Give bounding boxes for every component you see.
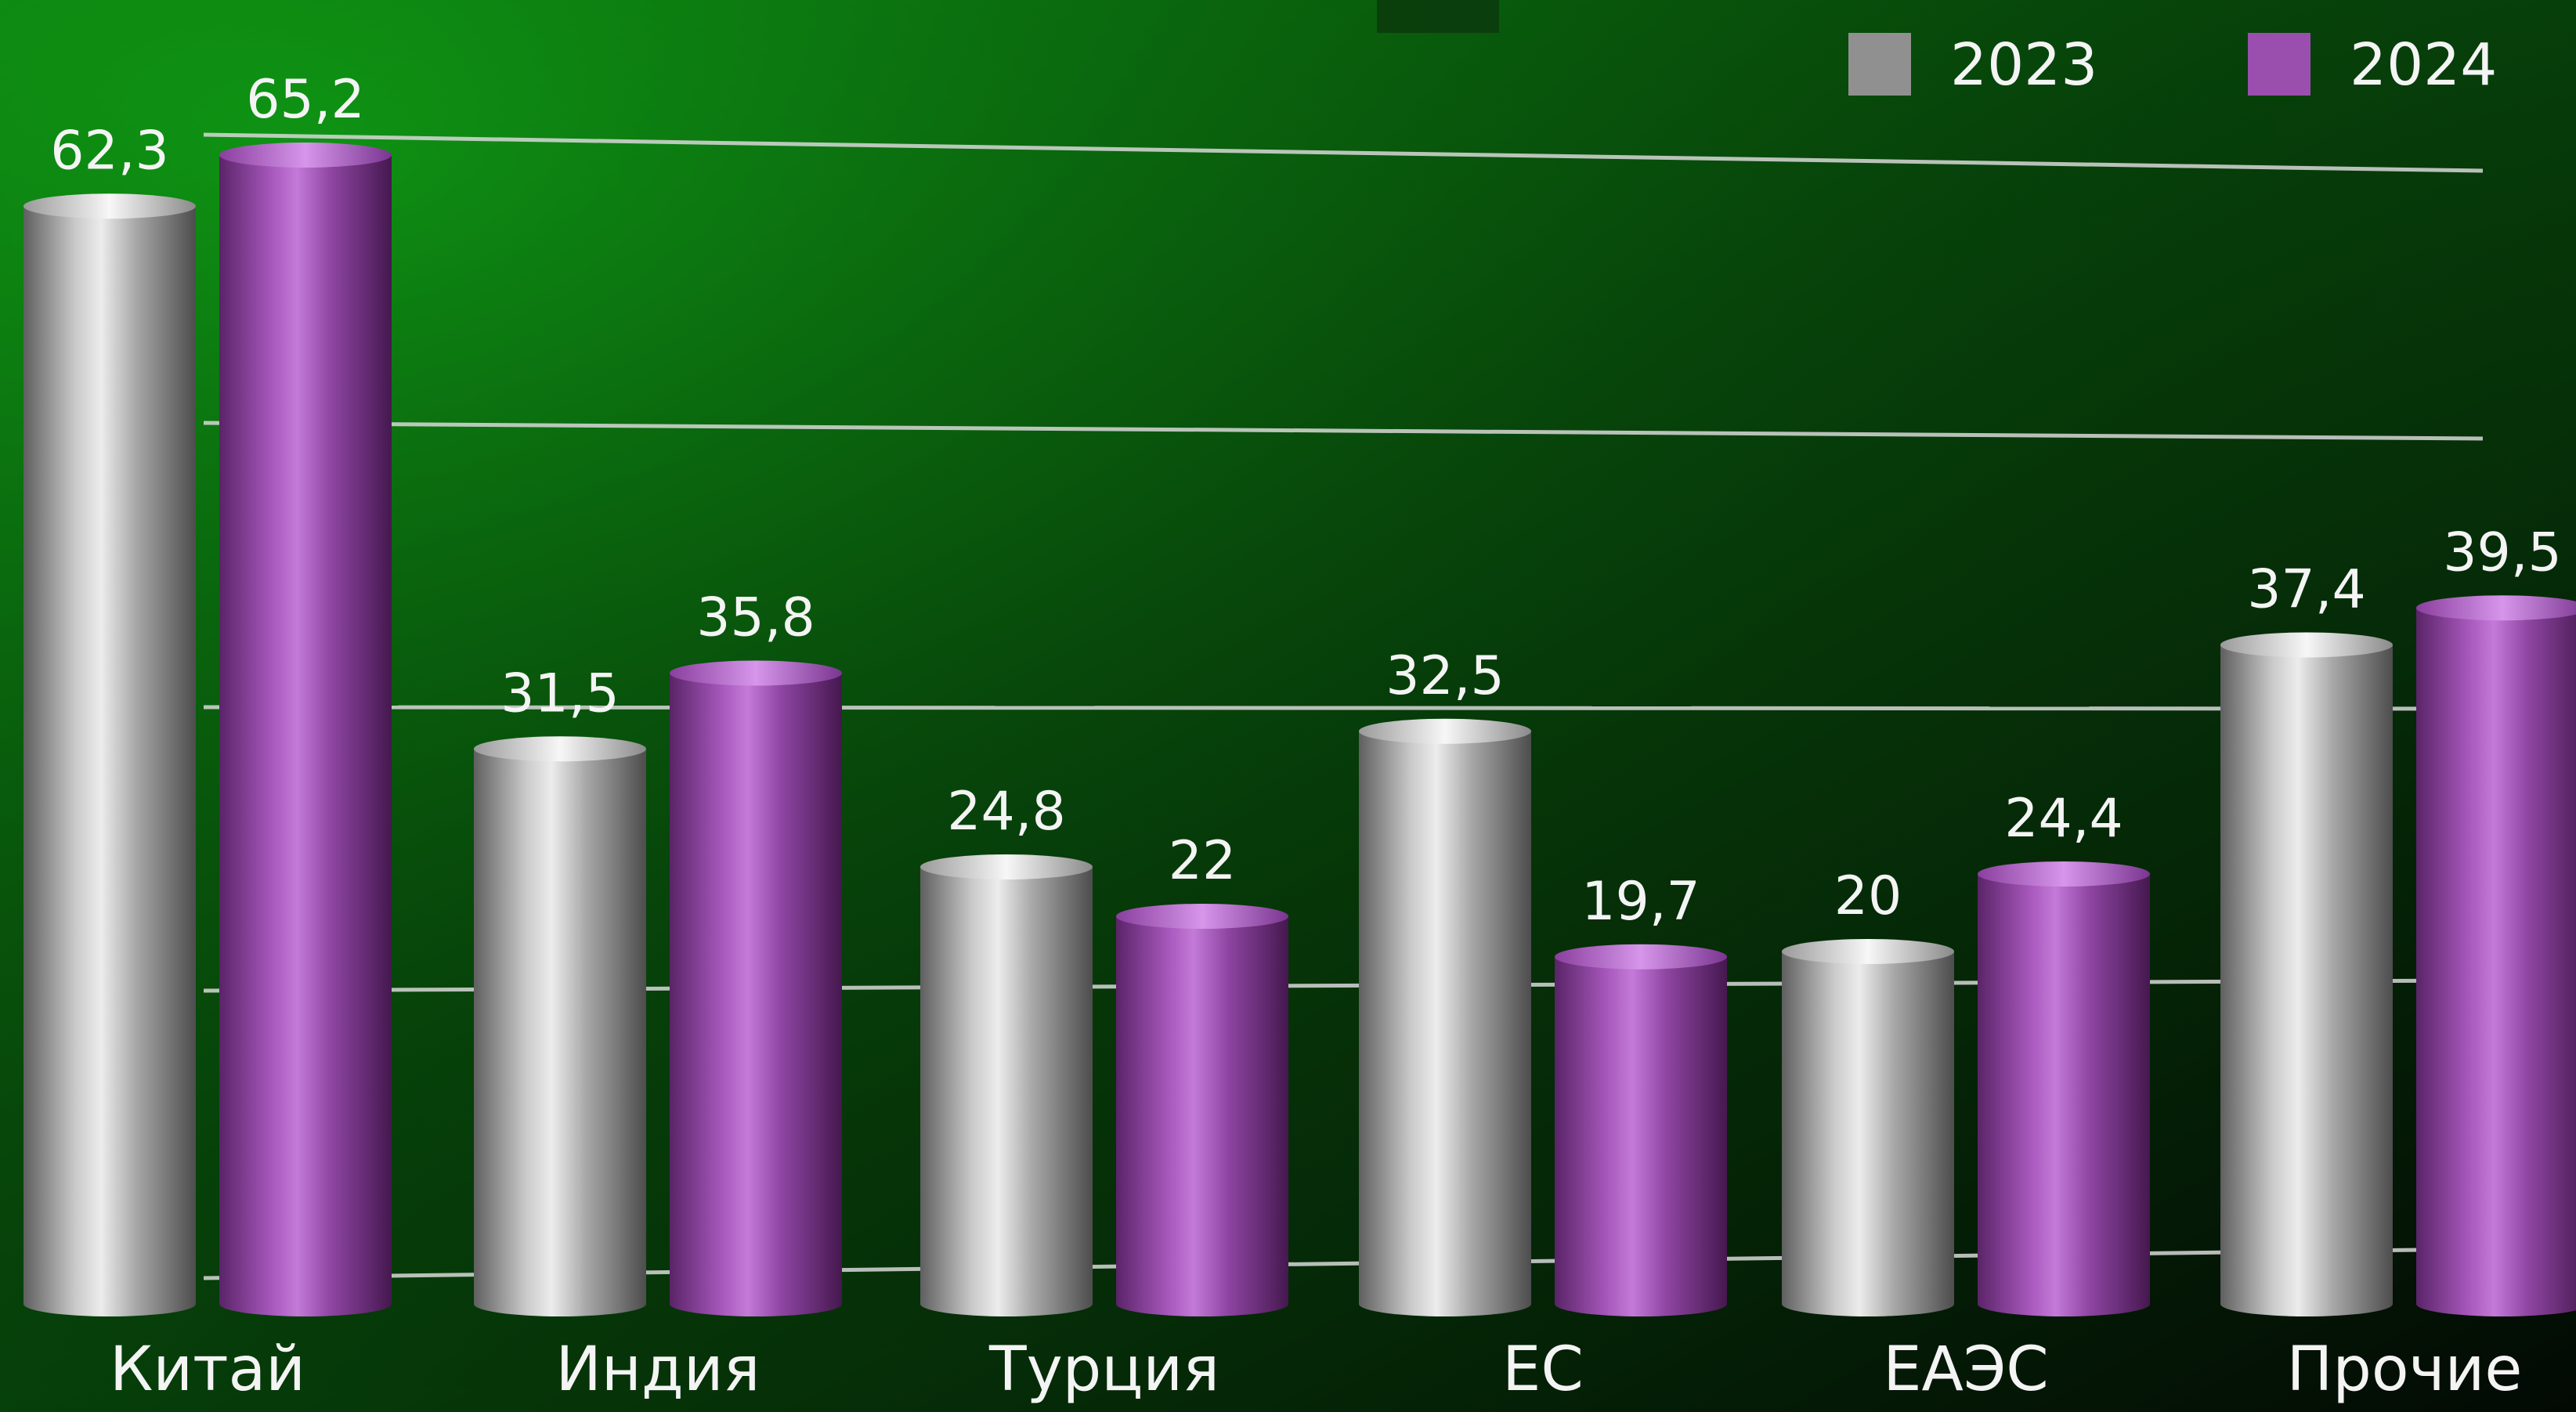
bar-body	[1555, 956, 1727, 1304]
bar-body	[670, 673, 842, 1304]
data-label-2024-0: 65,2	[246, 69, 364, 131]
bar-base	[474, 1291, 646, 1316]
bar-body	[1116, 916, 1288, 1304]
bar-cap	[1116, 904, 1288, 929]
bar-base	[920, 1291, 1093, 1316]
bar-base	[1978, 1291, 2150, 1316]
x-tick-label-4: ЕАЭС	[1883, 1334, 2049, 1405]
gridline	[203, 705, 2484, 711]
bar-2023-1	[474, 736, 646, 1316]
bar-cap	[474, 736, 646, 762]
data-label-2023-3: 32,5	[1386, 645, 1504, 707]
legend-swatch	[1848, 33, 1911, 96]
data-label-2024-3: 19,7	[1581, 871, 1700, 933]
bar-body	[1978, 874, 2150, 1304]
gridline	[203, 421, 2484, 441]
legend-label: 2024	[2350, 31, 2497, 99]
bar-2023-2	[920, 854, 1093, 1316]
bar-base	[1782, 1291, 1954, 1316]
bar-2023-3	[1359, 718, 1531, 1316]
x-tick-label-0: Китай	[110, 1334, 305, 1405]
data-label-2023-2: 24,8	[947, 781, 1065, 843]
x-tick-label-5: Прочие	[2287, 1334, 2523, 1405]
data-label-2023-1: 31,5	[500, 663, 619, 724]
bar-base	[1555, 1291, 1727, 1316]
bar-2023-4	[1782, 939, 1954, 1316]
bar-base	[670, 1291, 842, 1316]
bar-base	[23, 1291, 196, 1316]
bar-base	[1116, 1291, 1288, 1316]
bar-cap	[1978, 861, 2150, 887]
legend: 2023 2024	[1848, 31, 2497, 99]
bar-body	[474, 749, 646, 1304]
bar-body	[23, 206, 196, 1304]
bar-2024-5	[2416, 595, 2576, 1316]
bar-body	[219, 155, 392, 1304]
bar-2023-0	[23, 193, 196, 1316]
bar-cap	[219, 143, 392, 168]
bar-body	[2416, 608, 2576, 1304]
bar-cap	[23, 193, 196, 219]
legend-swatch	[2248, 33, 2310, 96]
data-label-2024-5: 39,5	[2443, 522, 2561, 583]
x-tick-label-3: ЕС	[1502, 1334, 1584, 1405]
bar-cap	[1359, 718, 1531, 744]
bar-2024-2	[1116, 904, 1288, 1316]
x-tick-label-2: Турция	[988, 1334, 1219, 1405]
bar-cap	[1555, 944, 1727, 970]
legend-item-2024: 2024	[2248, 31, 2497, 99]
bar-2024-0	[219, 143, 392, 1316]
bar-base	[2416, 1291, 2576, 1316]
data-label-2023-4: 20	[1834, 865, 1902, 927]
bar-body	[920, 867, 1093, 1304]
bar-cap	[920, 854, 1093, 879]
x-tick-label-1: Индия	[556, 1334, 761, 1405]
data-label-2024-2: 22	[1169, 830, 1237, 892]
bar-cap	[670, 660, 842, 686]
bar-body	[1782, 952, 1954, 1304]
top-marker	[1377, 0, 1499, 33]
bar-body	[1359, 731, 1531, 1304]
data-label-2023-5: 37,4	[2247, 559, 2365, 621]
bars	[23, 143, 2576, 1316]
data-label-2024-4: 24,4	[2004, 788, 2123, 850]
data-label-2023-0: 62,3	[50, 120, 168, 182]
bar-base	[1359, 1291, 1531, 1316]
data-labels: 62,3 65,2 31,5 35,8 24,8 22 32,5 19,7 20 24,4 37,4…	[50, 69, 2561, 933]
bar-2023-5	[2220, 632, 2393, 1316]
bar-2024-1	[670, 660, 842, 1316]
gridline	[203, 132, 2484, 173]
bar-2024-4	[1978, 861, 2150, 1316]
bar-cap	[2220, 632, 2393, 658]
legend-label: 2023	[1950, 31, 2097, 99]
bar-body	[2220, 645, 2393, 1304]
data-label-2024-1: 35,8	[696, 587, 815, 649]
legend-item-2023: 2023	[1848, 31, 2097, 99]
bar-base	[219, 1291, 392, 1316]
bar-base	[2220, 1291, 2393, 1316]
bar-2024-3	[1555, 944, 1727, 1316]
x-axis: Китай Индия Турция ЕС ЕАЭС Прочие	[110, 1334, 2522, 1405]
bar-cap	[2416, 595, 2576, 621]
bar-cap	[1782, 939, 1954, 964]
